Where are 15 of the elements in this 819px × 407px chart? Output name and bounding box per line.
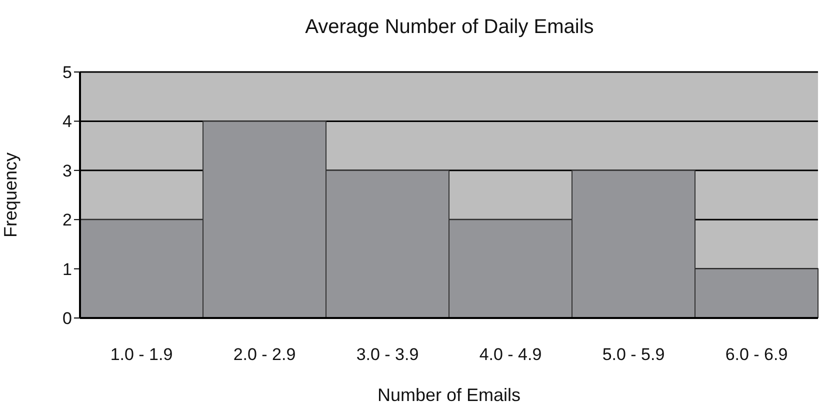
y-tick-label: 3: [62, 161, 72, 180]
x-tick-label: 4.0 - 4.9: [479, 345, 542, 364]
y-axis-title: Frequency: [0, 152, 20, 238]
x-axis-title: Number of Emails: [377, 385, 521, 405]
x-tick-label: 1.0 - 1.9: [110, 345, 173, 364]
x-tick-label: 5.0 - 5.9: [602, 345, 665, 364]
x-tick-label: 2.0 - 2.9: [233, 345, 296, 364]
y-tick-label: 4: [62, 112, 72, 132]
y-tick-label: 1: [62, 260, 72, 279]
y-tick-label: 0: [62, 309, 72, 328]
x-tick-label: 3.0 - 3.9: [356, 345, 419, 364]
x-tick-label: 6.0 - 6.9: [725, 345, 788, 364]
y-tick-label: 2: [62, 210, 72, 230]
y-tick-label: 5: [62, 63, 72, 82]
chart-title: Average Number of Daily Emails: [304, 16, 595, 39]
